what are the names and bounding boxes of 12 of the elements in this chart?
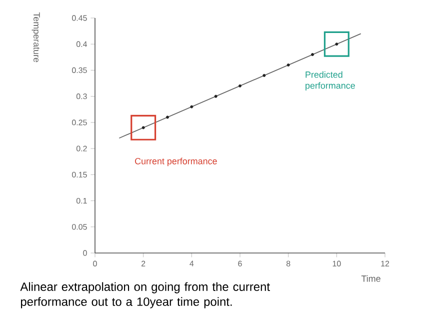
annotation: Predicted performance [306, 71, 355, 91]
point [262, 74, 266, 77]
point [238, 84, 242, 88]
x-axis-title: Time [361, 275, 380, 282]
text: Alinear extrapolation on going from the current performance out to a 10year time point. [20, 282, 270, 308]
point [190, 105, 194, 108]
y-axis-title: Temperature [32, 12, 40, 62]
point [214, 94, 218, 98]
point [311, 53, 314, 56]
annotation: Current performance [135, 158, 217, 166]
point [286, 64, 290, 66]
point [166, 116, 169, 119]
